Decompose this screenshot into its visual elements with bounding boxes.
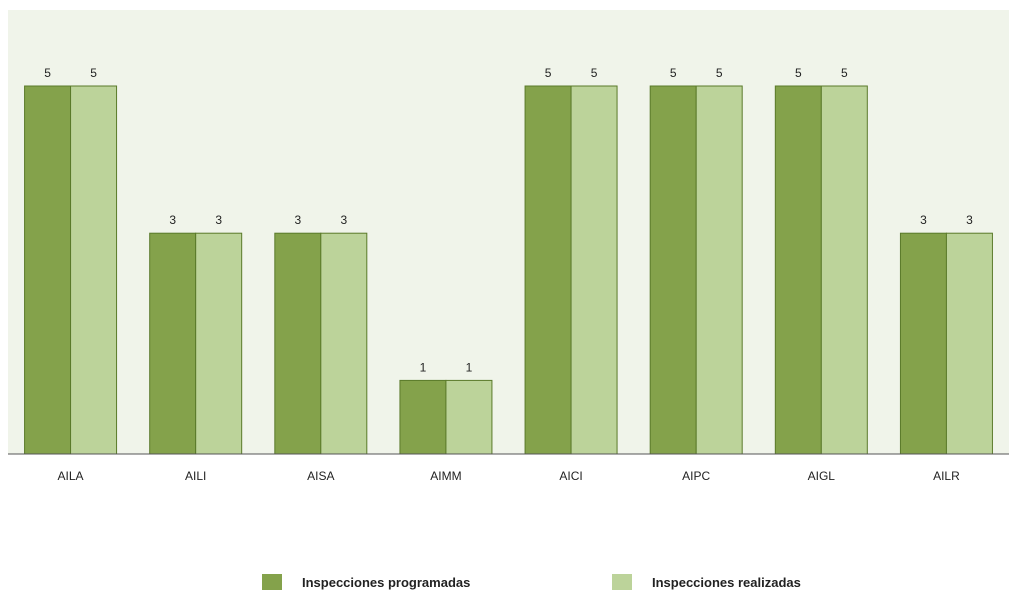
- legend: Inspecciones programadas Inspecciones rea…: [262, 574, 801, 590]
- x-tick-label-aisa: AISA: [307, 469, 334, 483]
- data-label-aisa-programadas: 3: [294, 213, 301, 227]
- x-tick-label-aimm: AIMM: [430, 469, 461, 483]
- data-label-aisa-realizadas: 3: [340, 213, 347, 227]
- legend-label-programadas: Inspecciones programadas: [302, 575, 470, 590]
- x-tick-labels-group: AILA AILI AISA AIMM AICI AIPC AIGL AILR: [58, 469, 961, 483]
- bar-aila-realizadas: [70, 85, 118, 455]
- bar-ailr-programadas: [899, 232, 947, 455]
- x-tick-label-aici: AICI: [559, 469, 582, 483]
- bar-ailr-realizadas: [945, 232, 993, 455]
- data-labels-group: 5 5 3 3 3 3 1 1 5 5 5 5 5 5 3 3: [44, 66, 973, 374]
- bar-aimm-realizadas: [445, 379, 493, 455]
- data-label-aigl-programadas: 5: [795, 66, 802, 80]
- data-label-aici-programadas: 5: [545, 66, 552, 80]
- bar-aipc-programadas: [649, 85, 697, 455]
- legend-swatch-realizadas: [612, 574, 632, 590]
- data-label-aili-programadas: 3: [169, 213, 176, 227]
- data-label-aila-realizadas: 5: [90, 66, 97, 80]
- bar-aigl-realizadas: [820, 85, 868, 455]
- legend-swatch-programadas: [262, 574, 282, 590]
- x-tick-label-aila: AILA: [58, 469, 84, 483]
- data-label-aipc-programadas: 5: [670, 66, 677, 80]
- x-tick-label-ailr: AILR: [933, 469, 960, 483]
- bars-group: [24, 85, 993, 455]
- bar-aili-realizadas: [195, 232, 243, 455]
- data-label-aimm-programadas: 1: [420, 360, 427, 374]
- data-label-aigl-realizadas: 5: [841, 66, 848, 80]
- data-label-aimm-realizadas: 1: [466, 360, 473, 374]
- x-tick-label-aili: AILI: [185, 469, 206, 483]
- data-label-aipc-realizadas: 5: [716, 66, 723, 80]
- data-label-aili-realizadas: 3: [215, 213, 222, 227]
- legend-label-realizadas: Inspecciones realizadas: [652, 575, 801, 590]
- data-label-aila-programadas: 5: [44, 66, 51, 80]
- x-tick-label-aigl: AIGL: [808, 469, 836, 483]
- bar-aigl-programadas: [774, 85, 822, 455]
- bar-aici-programadas: [524, 85, 572, 455]
- bar-aisa-realizadas: [320, 232, 368, 455]
- x-tick-label-aipc: AIPC: [682, 469, 710, 483]
- bar-aici-realizadas: [570, 85, 618, 455]
- bar-aimm-programadas: [399, 379, 447, 455]
- data-label-ailr-realizadas: 3: [966, 213, 973, 227]
- bar-aili-programadas: [149, 232, 197, 455]
- bar-aisa-programadas: [274, 232, 322, 455]
- data-label-ailr-programadas: 3: [920, 213, 927, 227]
- bar-aila-programadas: [24, 85, 72, 455]
- data-label-aici-realizadas: 5: [591, 66, 598, 80]
- bar-aipc-realizadas: [695, 85, 743, 455]
